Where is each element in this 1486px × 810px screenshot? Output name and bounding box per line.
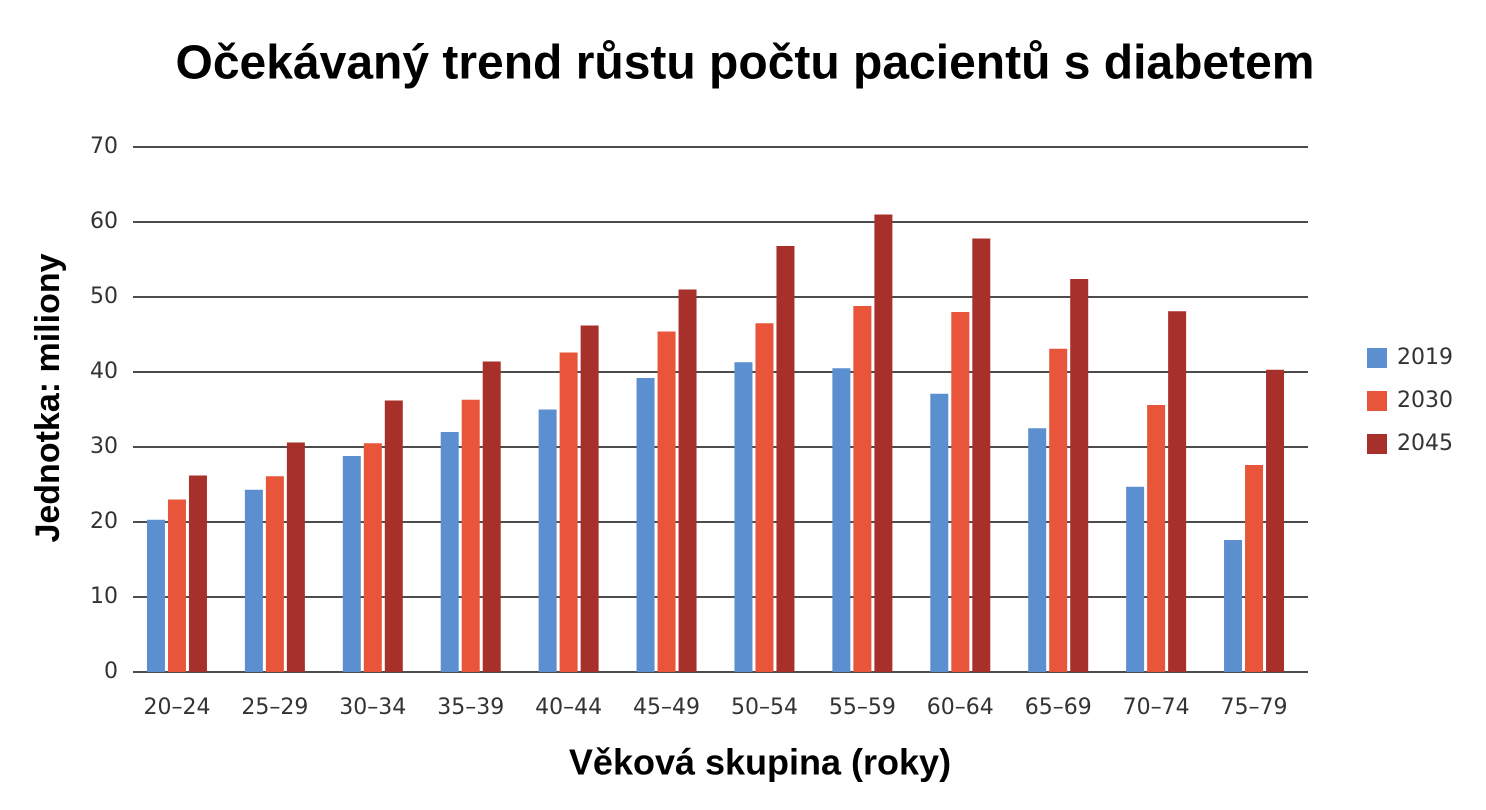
bar: [1070, 279, 1089, 672]
bar: [832, 368, 851, 672]
bar: [1266, 369, 1285, 672]
bar: [559, 352, 578, 672]
y-tick-label: 60: [90, 209, 118, 234]
y-tick-label: 20: [90, 509, 118, 534]
bar: [188, 475, 207, 672]
x-tick-label: 65–69: [1025, 695, 1092, 720]
x-tick-label: 60–64: [927, 695, 994, 720]
legend-label: 2045: [1397, 431, 1453, 456]
x-tick-label: 45–49: [633, 695, 700, 720]
legend-swatch: [1367, 391, 1387, 411]
bar: [1245, 465, 1264, 672]
bar: [930, 393, 949, 672]
bar: [1049, 348, 1068, 672]
bar: [951, 312, 970, 672]
x-axis-label: Věková skupina (roky): [569, 742, 951, 783]
bar: [384, 400, 403, 672]
bar: [265, 476, 284, 672]
legend-swatch: [1367, 434, 1387, 454]
bar: [776, 246, 795, 672]
bar: [146, 519, 165, 672]
bar: [482, 361, 501, 672]
x-tick-label: 50–54: [731, 695, 798, 720]
y-tick-label: 40: [90, 359, 118, 384]
bar: [1126, 486, 1145, 672]
bar: [755, 323, 774, 672]
bar: [1168, 311, 1187, 672]
bar: [678, 289, 697, 672]
bar: [853, 306, 872, 672]
legend-label: 2030: [1397, 388, 1453, 413]
bar: [461, 399, 480, 672]
x-tick-label: 25–29: [241, 695, 308, 720]
y-tick-label: 10: [90, 584, 118, 609]
x-tick-label: 75–79: [1221, 695, 1288, 720]
x-tick-label: 20–24: [143, 695, 210, 720]
bar: [580, 325, 599, 672]
bar: [538, 409, 557, 672]
bar: [286, 442, 305, 672]
bar: [342, 456, 361, 672]
legend-swatch: [1367, 348, 1387, 368]
x-tick-label: 70–74: [1123, 695, 1190, 720]
bar: [1224, 540, 1243, 672]
bar: [734, 362, 753, 672]
bar: [1147, 405, 1166, 672]
bar: [167, 499, 186, 672]
chart-title: Očekávaný trend růstu počtu pacientů s d…: [176, 37, 1315, 90]
x-tick-label: 40–44: [535, 695, 602, 720]
bar: [363, 443, 382, 672]
x-tick-label: 30–34: [339, 695, 406, 720]
bar: [244, 489, 263, 672]
y-axis-label: Jednotka: miliony: [29, 253, 67, 542]
y-tick-label: 70: [90, 134, 118, 159]
bar: [657, 331, 676, 672]
bar: [636, 378, 655, 672]
bar: [874, 214, 893, 672]
y-tick-label: 30: [90, 434, 118, 459]
y-tick-label: 50: [90, 284, 118, 309]
x-tick-label: 35–39: [437, 695, 504, 720]
bar: [440, 432, 459, 672]
y-tick-label: 0: [104, 659, 118, 684]
bar: [972, 238, 991, 672]
bar: [1028, 428, 1047, 672]
legend-label: 2019: [1397, 345, 1453, 370]
x-tick-label: 55–59: [829, 695, 896, 720]
